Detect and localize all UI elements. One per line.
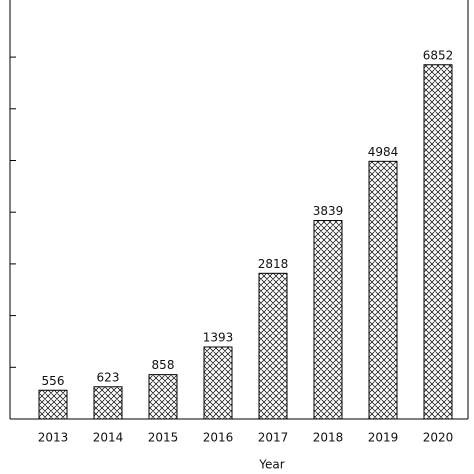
x-tick-label: 2015 bbox=[148, 431, 179, 445]
x-tick-label: 2013 bbox=[38, 431, 69, 445]
x-tick-label: 2017 bbox=[258, 431, 289, 445]
data-label: 623 bbox=[97, 370, 120, 384]
data-label: 858 bbox=[152, 358, 175, 372]
bar bbox=[423, 64, 453, 420]
x-tick-label: 2019 bbox=[368, 431, 399, 445]
data-label: 2818 bbox=[258, 257, 289, 271]
data-label: 6852 bbox=[423, 48, 454, 62]
bar bbox=[203, 346, 233, 420]
bar bbox=[148, 374, 178, 420]
data-label: 1393 bbox=[203, 330, 234, 344]
x-tick-label: 2020 bbox=[423, 431, 454, 445]
bar bbox=[368, 160, 398, 420]
x-tick-label: 2018 bbox=[313, 431, 344, 445]
bar bbox=[93, 386, 123, 420]
bar bbox=[38, 389, 68, 420]
bar bbox=[258, 272, 288, 420]
data-label: 556 bbox=[42, 374, 65, 388]
data-label: 4984 bbox=[368, 145, 399, 159]
data-label: 3839 bbox=[313, 204, 344, 218]
x-tick-label: 2014 bbox=[93, 431, 124, 445]
x-axis-title: Year bbox=[258, 458, 284, 472]
x-tick-label: 2016 bbox=[203, 431, 234, 445]
bar bbox=[313, 220, 343, 420]
